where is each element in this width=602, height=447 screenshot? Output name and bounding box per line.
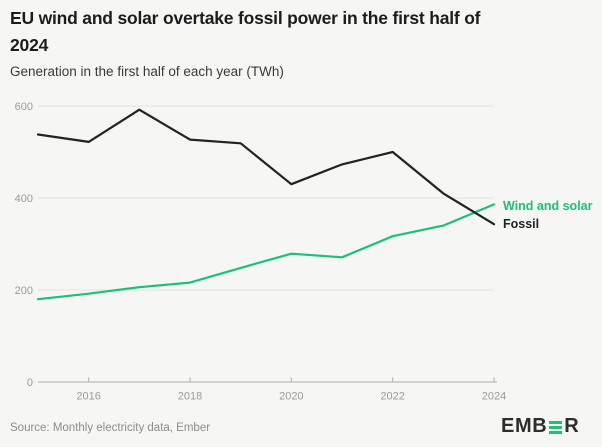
ember-logo-text-suffix: R	[564, 415, 580, 437]
ember-logo: EMB R	[501, 415, 579, 438]
page-title: EU wind and solar overtake fossil power …	[10, 5, 558, 59]
legend-fossil: Fossil	[503, 217, 540, 231]
x-tick-label: 2024	[482, 391, 506, 403]
y-tick-label: 0	[27, 377, 33, 389]
x-tick-label: 2018	[178, 391, 202, 403]
ember-logo-green-e-icon	[549, 420, 563, 435]
title-line-2: 2024	[10, 35, 49, 55]
x-tick-label: 2022	[380, 391, 404, 403]
chart-subtitle: Generation in the first half of each yea…	[10, 64, 284, 79]
legend-wind-and-solar: Wind and solar	[503, 199, 593, 213]
title-line-1: EU wind and solar overtake fossil power …	[10, 8, 481, 28]
x-tick-label: 2016	[76, 391, 100, 403]
series-line-fossil	[36, 108, 496, 226]
y-tick-label: 200	[15, 285, 33, 297]
y-tick-label: 400	[15, 193, 33, 205]
source-note: Source: Monthly electricity data, Ember	[10, 422, 211, 434]
series-line-wind-and-solar	[36, 203, 496, 301]
ember-logo-text-prefix: EMB	[501, 415, 548, 437]
y-tick-label: 600	[15, 101, 33, 113]
x-tick-label: 2020	[279, 391, 303, 403]
